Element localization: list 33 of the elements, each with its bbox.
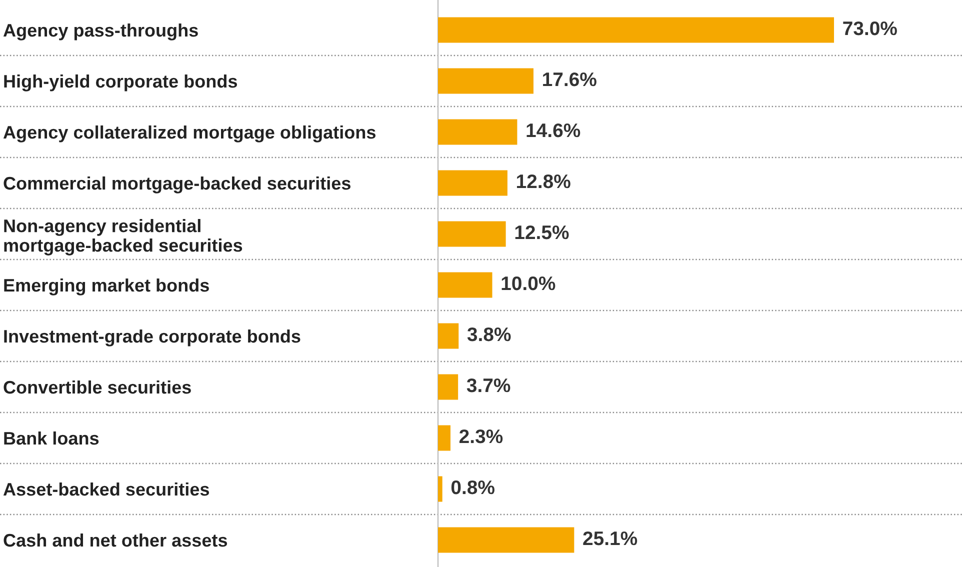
y-tick-label: Bank loans — [4, 431, 99, 445]
bar — [438, 374, 458, 400]
y-tick-label: Agency pass-throughs — [3, 23, 198, 40]
y-tick-label: Asset-backed securities — [3, 482, 209, 496]
y-tick-label: Investment-grade corporate bonds — [4, 329, 300, 346]
y-tick-label: Non-agency residential mortgage-backed securities — [4, 219, 242, 256]
data-label: 0.8% — [451, 480, 494, 494]
y-tick-label: Commercial mortgage-backed securities — [4, 176, 350, 194]
bar — [438, 170, 508, 196]
bar — [438, 119, 518, 145]
data-label: 14.6% — [526, 123, 580, 138]
data-label: 73.0% — [843, 21, 897, 36]
data-label: 3.8% — [467, 327, 511, 342]
y-tick-label: Convertible securities — [4, 380, 191, 394]
bar — [438, 272, 492, 298]
data-label: 12.5% — [515, 225, 569, 240]
data-label: 17.6% — [543, 72, 596, 86]
bar — [438, 527, 574, 553]
data-label: 3.7% — [466, 378, 510, 392]
bar — [438, 425, 450, 451]
data-label: 25.1% — [583, 531, 638, 546]
y-tick-label: High-yield corporate bonds — [4, 74, 237, 92]
data-label: 2.3% — [459, 429, 503, 444]
bar — [438, 476, 442, 502]
bar — [438, 17, 834, 43]
bar — [438, 323, 459, 349]
data-label: 10.0% — [502, 276, 556, 290]
data-label: 12.8% — [516, 174, 570, 188]
y-tick-label: Agency collateralized mortgage obligations — [3, 125, 376, 142]
y-tick-label: Cash and net other assets — [4, 533, 228, 547]
bar — [438, 221, 506, 247]
bar — [438, 68, 534, 94]
y-tick-label: Emerging market bonds — [4, 278, 209, 296]
